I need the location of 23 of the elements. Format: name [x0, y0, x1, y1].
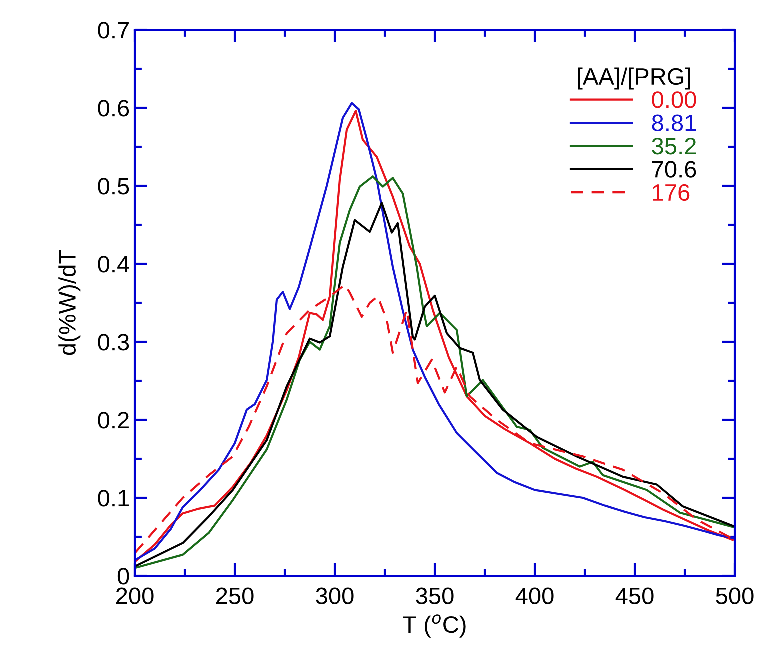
legend-label: 0.00: [652, 92, 696, 108]
legend-label: 176: [653, 184, 690, 202]
x-tick-label: 500: [716, 588, 754, 604]
y-axis-title: d(%W)/dT: [58, 250, 81, 356]
legend-title: [AA]/[PRG]: [578, 68, 690, 90]
legend-label: 70.6: [652, 161, 696, 178]
legend-label: 8.81: [652, 114, 696, 132]
y-tick-label: 0.2: [98, 412, 129, 429]
x-tick-label: 300: [316, 588, 354, 604]
y-tick-label: 0.7: [98, 22, 129, 39]
legend-label: 35.2: [652, 138, 696, 155]
y-tick-label: 0.3: [98, 334, 130, 351]
x-tick-label: 450: [616, 588, 654, 604]
x-tick-label: 400: [516, 588, 554, 604]
y-tick-label: 0.6: [98, 100, 130, 117]
y-tick-label: 0.4: [98, 256, 130, 273]
x-axis-title: T ($^{o}$C): [403, 614, 466, 638]
x-tick-label: 250: [216, 588, 254, 604]
x-tick-label: 200: [116, 588, 154, 604]
y-tick-label: 0.1: [98, 490, 129, 507]
y-tick-label: 0: [118, 568, 130, 585]
y-tick-label: 0.5: [98, 178, 130, 195]
x-tick-label: 350: [416, 588, 454, 604]
